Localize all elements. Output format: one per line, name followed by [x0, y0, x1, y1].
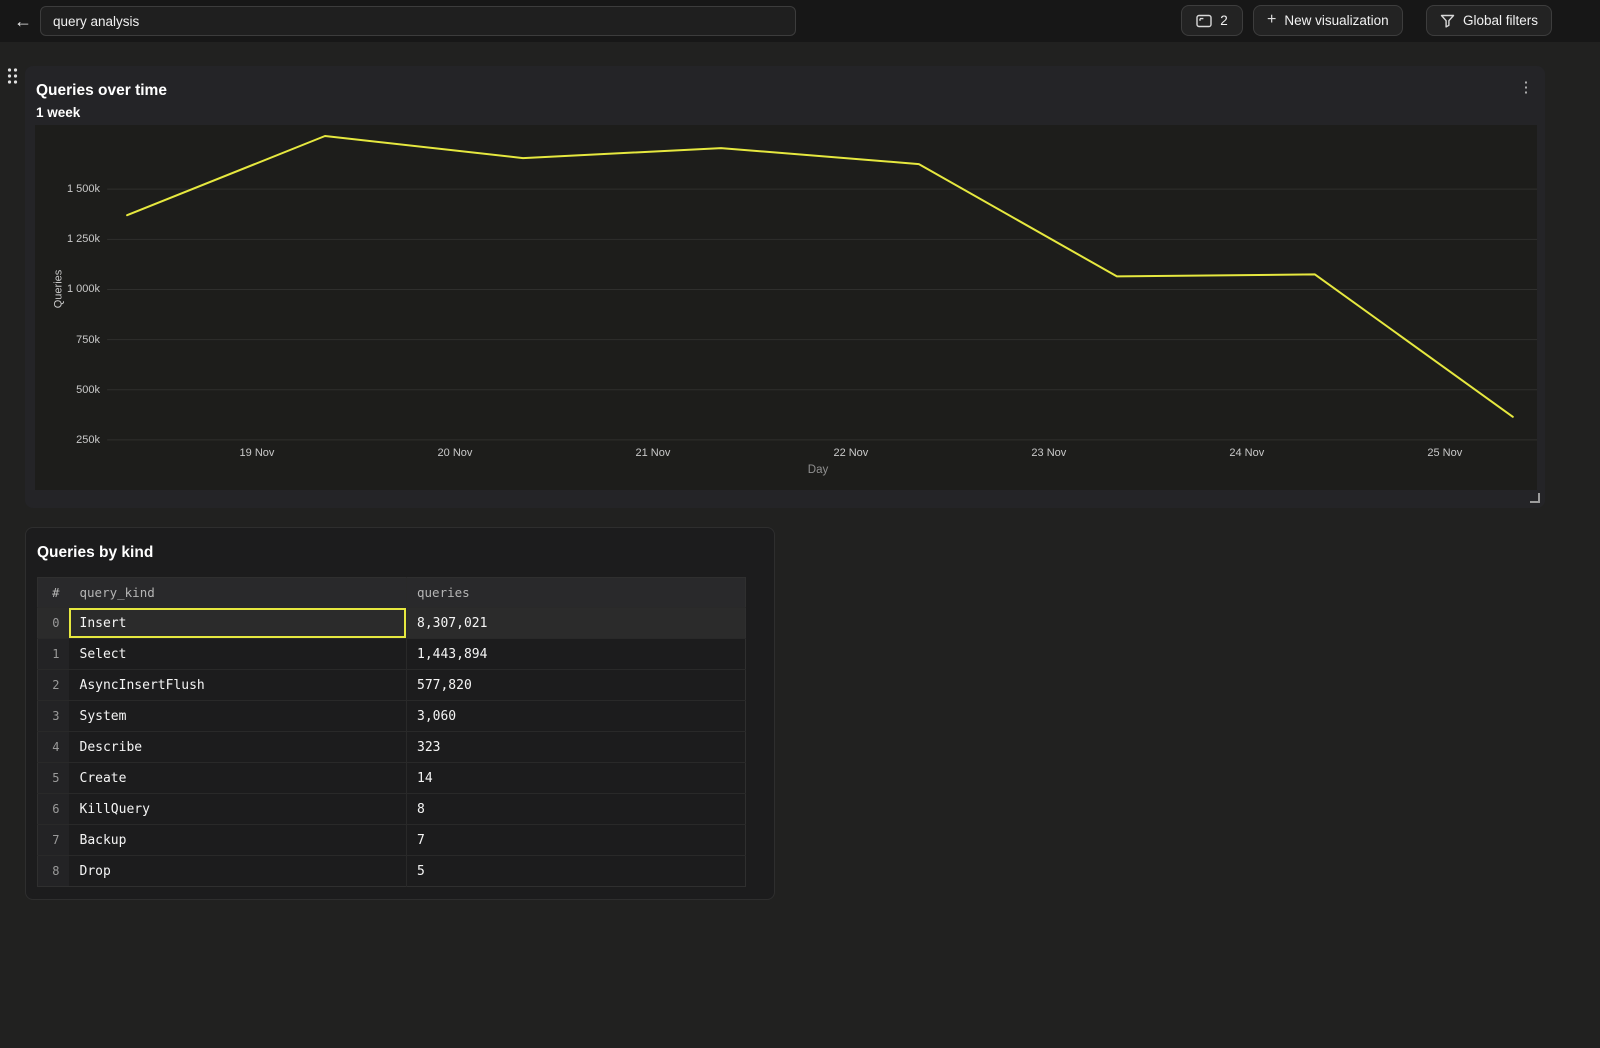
queries-value-cell[interactable]: 5	[406, 855, 746, 887]
table-title: Queries by kind	[37, 544, 154, 561]
back-arrow-icon: ←	[14, 11, 32, 31]
row-index-cell[interactable]: 6	[37, 793, 69, 825]
queries-over-time-panel: Queries over time 1 week ⋮ Queries Day 2…	[25, 66, 1545, 508]
x-axis-label: Day	[807, 464, 829, 476]
query-kind-cell[interactable]: Drop	[68, 855, 407, 887]
row-index-cell[interactable]: 8	[37, 855, 69, 887]
x-tick-label: 24 Nov	[1229, 447, 1265, 459]
queries-by-kind-table: # query_kind queries 0 Insert 8,307,021 1 Se…	[37, 577, 746, 887]
column-header-queries: queries	[406, 577, 746, 608]
table-row: 6 KillQuery 8	[37, 793, 746, 825]
global-filters-button[interactable]: Global filters	[1426, 5, 1553, 36]
new-visualization-button[interactable]: + New visualization	[1253, 5, 1403, 36]
kebab-icon: ⋮	[1518, 79, 1534, 96]
column-header-index: #	[37, 577, 69, 608]
row-index-cell[interactable]: 7	[37, 824, 69, 856]
table-row: 7 Backup 7	[37, 824, 746, 856]
panel-icon	[1196, 14, 1212, 28]
visualizations-count-button[interactable]: 2	[1181, 5, 1243, 36]
query-kind-cell[interactable]: Create	[68, 762, 407, 794]
queries-by-kind-panel: Queries by kind # query_kind queries 0 In…	[25, 527, 775, 900]
funnel-icon	[1440, 14, 1455, 28]
table-row: 5 Create 14	[37, 762, 746, 794]
row-index-cell[interactable]: 3	[37, 700, 69, 732]
query-kind-cell[interactable]: AsyncInsertFlush	[68, 669, 407, 701]
table-row: 8 Drop 5	[37, 855, 746, 887]
column-header-query-kind: query_kind	[68, 577, 407, 608]
row-index-cell[interactable]: 5	[37, 762, 69, 794]
chart-subtitle: 1 week	[36, 105, 81, 120]
panel-resize-handle[interactable]	[1530, 493, 1540, 503]
queries-value-cell[interactable]: 14	[406, 762, 746, 794]
x-tick-label: 20 Nov	[437, 447, 473, 459]
query-kind-cell[interactable]: Describe	[68, 731, 407, 763]
table-row: 3 System 3,060	[37, 700, 746, 732]
queries-value-cell[interactable]: 7	[406, 824, 746, 856]
query-kind-cell[interactable]: System	[68, 700, 407, 732]
table-row: 4 Describe 323	[37, 731, 746, 763]
x-tick-label: 22 Nov	[833, 447, 869, 459]
row-index-cell[interactable]: 4	[37, 731, 69, 763]
plus-icon: +	[1267, 11, 1277, 28]
new-visualization-label: New visualization	[1284, 13, 1389, 28]
queries-value-cell[interactable]: 323	[406, 731, 746, 763]
queries-value-cell[interactable]: 3,060	[406, 700, 746, 732]
panel-menu-button[interactable]: ⋮	[1517, 78, 1535, 98]
dashboard-title-input[interactable]	[40, 6, 796, 36]
queries-value-cell[interactable]: 8	[406, 793, 746, 825]
y-tick-label: 1 250k	[66, 233, 100, 246]
global-filters-label: Global filters	[1463, 13, 1539, 28]
queries-value-cell[interactable]: 8,307,021	[406, 607, 746, 639]
panel-drag-handle[interactable]	[6, 67, 19, 90]
row-index-cell[interactable]: 1	[37, 638, 69, 670]
queries-value-cell[interactable]: 1,443,894	[406, 638, 746, 670]
top-bar: ← 2 + New visualization Global filters	[0, 0, 1600, 42]
back-button[interactable]: ←	[10, 8, 36, 34]
x-tick-label: 23 Nov	[1031, 447, 1067, 459]
y-tick-label: 250k	[76, 433, 100, 446]
chart-plot[interactable]: Queries Day 250k 500k 750k 1 000k 1 250k 1 50…	[35, 125, 1537, 490]
x-tick-label: 21 Nov	[635, 447, 671, 459]
x-tick-label: 19 Nov	[239, 447, 275, 459]
queries-value-cell[interactable]: 577,820	[406, 669, 746, 701]
row-index-cell[interactable]: 2	[37, 669, 69, 701]
queries-series-line	[126, 135, 1514, 418]
y-tick-label: 750k	[76, 333, 100, 346]
line-chart[interactable]	[35, 125, 1537, 490]
y-tick-label: 1 000k	[66, 283, 100, 296]
visualizations-count: 2	[1220, 13, 1228, 28]
drag-dots-icon	[7, 68, 18, 84]
y-tick-label: 1 500k	[66, 183, 100, 196]
x-tick-label: 25 Nov	[1427, 447, 1463, 459]
y-tick-label: 500k	[76, 383, 100, 396]
query-kind-cell[interactable]: Backup	[68, 824, 407, 856]
table-header-row: # query_kind queries	[37, 577, 746, 608]
table-row: 2 AsyncInsertFlush 577,820	[37, 669, 746, 701]
query-kind-cell[interactable]: Select	[68, 638, 407, 670]
query-kind-cell[interactable]: Insert	[68, 607, 407, 639]
table-row: 1 Select 1,443,894	[37, 638, 746, 670]
table-row: 0 Insert 8,307,021	[37, 607, 746, 639]
chart-title: Queries over time	[36, 82, 167, 99]
row-index-cell[interactable]: 0	[37, 607, 69, 639]
query-kind-cell[interactable]: KillQuery	[68, 793, 407, 825]
